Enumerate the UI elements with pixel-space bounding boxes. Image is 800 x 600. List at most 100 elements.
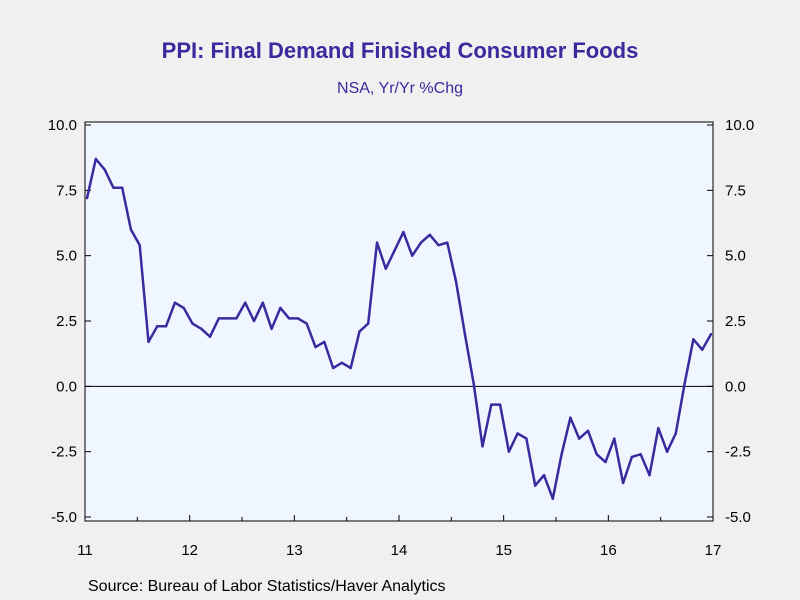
y-tick-label-right: 0.0 bbox=[725, 378, 746, 395]
y-tick-label-left: 5.0 bbox=[56, 248, 77, 265]
data-point bbox=[235, 317, 238, 320]
y-tick-label-left: 2.5 bbox=[56, 313, 77, 330]
data-point bbox=[586, 429, 590, 432]
data-point bbox=[560, 453, 563, 456]
data-point bbox=[270, 327, 273, 330]
axis-labels: 10.0 10.0 7.5 7.5 5.0 5.0 2.5 2.5 0.0 0.0 -2.5 -2.5… bbox=[48, 117, 754, 559]
data-point bbox=[305, 322, 308, 325]
data-point bbox=[419, 241, 423, 244]
data-point bbox=[103, 168, 106, 171]
data-point bbox=[173, 301, 177, 304]
data-point bbox=[490, 403, 493, 406]
data-point bbox=[701, 348, 704, 351]
chart-subtitle: NSA, Yr/Yr %Chg bbox=[337, 80, 463, 97]
y-tick-label-left: 0.0 bbox=[56, 378, 77, 395]
data-point bbox=[639, 453, 642, 456]
data-point bbox=[657, 426, 660, 430]
data-point bbox=[674, 432, 677, 435]
data-point bbox=[226, 317, 229, 320]
y-tick-label-left: -5.0 bbox=[51, 509, 77, 526]
data-point bbox=[349, 366, 352, 370]
data-point bbox=[323, 340, 326, 344]
chart-title: PPI: Final Demand Finished Consumer Food… bbox=[161, 38, 639, 63]
data-point bbox=[279, 306, 282, 310]
data-point bbox=[446, 241, 449, 244]
data-point bbox=[217, 317, 220, 320]
data-point bbox=[621, 481, 625, 485]
x-tick-label: 16 bbox=[600, 542, 617, 559]
data-point bbox=[200, 327, 203, 330]
x-tick-label: 15 bbox=[495, 542, 512, 559]
data-point bbox=[516, 432, 519, 435]
data-point bbox=[525, 437, 528, 440]
data-point bbox=[94, 157, 98, 161]
data-point bbox=[437, 244, 440, 247]
data-point bbox=[683, 382, 686, 385]
data-point bbox=[613, 437, 616, 440]
data-points bbox=[85, 157, 713, 500]
data-point bbox=[121, 186, 124, 189]
data-point bbox=[358, 330, 361, 333]
y-tick-label-right: 5.0 bbox=[725, 248, 746, 265]
y-tick-label-right: 2.5 bbox=[725, 313, 746, 330]
data-point bbox=[648, 474, 651, 477]
data-point bbox=[375, 241, 379, 244]
data-point bbox=[569, 416, 572, 419]
data-point bbox=[85, 197, 89, 200]
data-point bbox=[665, 450, 669, 453]
source-note: Source: Bureau of Labor Statistics/Haver… bbox=[88, 578, 446, 595]
y-tick-label-right: 7.5 bbox=[725, 182, 746, 199]
data-point bbox=[138, 244, 141, 247]
data-point bbox=[164, 325, 168, 328]
data-point bbox=[402, 230, 405, 234]
data-point bbox=[411, 254, 414, 257]
data-point bbox=[112, 186, 115, 189]
data-point bbox=[534, 484, 537, 487]
data-point bbox=[182, 306, 185, 310]
data-point bbox=[551, 497, 554, 500]
data-point bbox=[331, 366, 335, 370]
data-point bbox=[340, 361, 344, 364]
y-tick-label-left: -2.5 bbox=[51, 444, 77, 461]
data-point bbox=[595, 453, 598, 456]
data-point bbox=[287, 317, 291, 320]
data-point bbox=[191, 322, 194, 325]
data-point bbox=[261, 301, 264, 304]
y-tick-label-right: -2.5 bbox=[725, 444, 751, 461]
y-tick-label-left: 10.0 bbox=[48, 117, 77, 134]
data-point bbox=[463, 332, 467, 336]
data-point bbox=[604, 460, 607, 464]
x-tick-label: 14 bbox=[391, 542, 408, 559]
data-point bbox=[578, 437, 581, 440]
data-point bbox=[244, 301, 247, 304]
y-tick-label-right: 10.0 bbox=[725, 117, 754, 134]
x-tick-label: 17 bbox=[705, 542, 722, 559]
y-tick-label-right: -5.0 bbox=[725, 509, 751, 526]
data-point bbox=[296, 317, 300, 320]
x-tick-label: 13 bbox=[286, 542, 303, 559]
data-point bbox=[384, 267, 387, 270]
data-point bbox=[147, 340, 150, 344]
data-point bbox=[129, 228, 133, 231]
x-tick-label: 12 bbox=[181, 542, 198, 559]
data-point bbox=[454, 280, 458, 283]
data-point bbox=[208, 335, 212, 338]
data-point bbox=[692, 338, 695, 341]
data-point bbox=[709, 332, 713, 336]
series-line bbox=[85, 157, 713, 500]
data-point bbox=[507, 450, 511, 453]
data-point bbox=[393, 249, 396, 252]
x-tick-label: 11 bbox=[77, 542, 93, 559]
data-point bbox=[481, 445, 484, 448]
data-point bbox=[314, 345, 317, 349]
data-point bbox=[156, 325, 159, 328]
data-point bbox=[428, 233, 431, 236]
data-point bbox=[542, 474, 546, 477]
y-tick-label-left: 7.5 bbox=[56, 182, 77, 199]
data-point bbox=[252, 319, 256, 323]
data-point bbox=[367, 322, 370, 325]
data-point bbox=[630, 455, 634, 459]
data-point bbox=[498, 403, 502, 406]
data-point bbox=[472, 382, 475, 385]
